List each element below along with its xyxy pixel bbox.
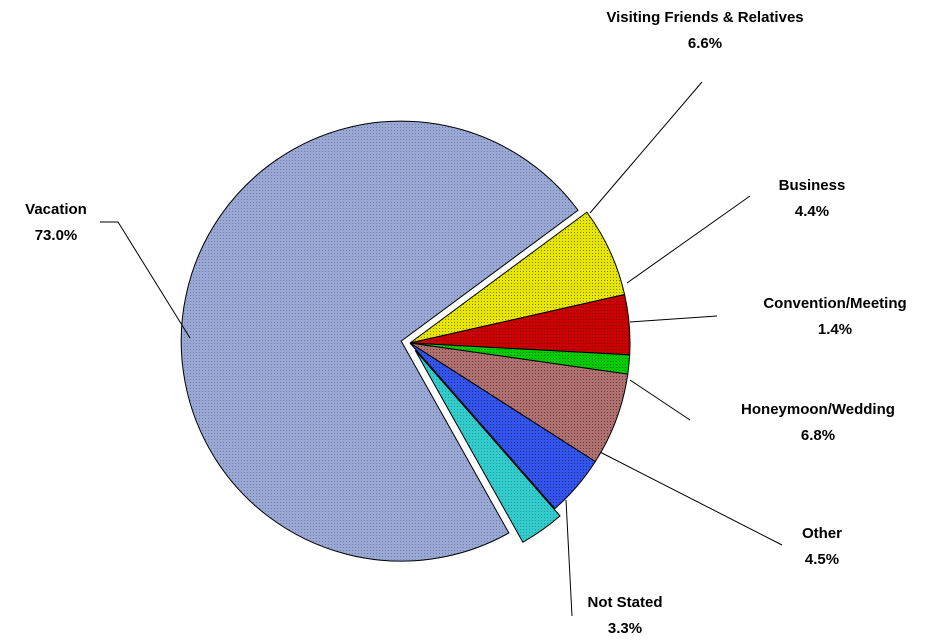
leader-line-visiting-friends-relatives bbox=[590, 82, 702, 213]
slice-value-business: 4.4% bbox=[795, 203, 829, 220]
slice-value-visiting-friends-relatives: 6.6% bbox=[688, 35, 722, 52]
slice-value-not-stated: 3.3% bbox=[608, 620, 642, 637]
slice-label-business: Business bbox=[779, 177, 846, 194]
slice-label-vacation: Vacation bbox=[25, 201, 87, 218]
leader-line-convention-meeting bbox=[630, 316, 717, 322]
slice-label-other: Other bbox=[802, 525, 842, 542]
slice-value-convention-meeting: 1.4% bbox=[818, 321, 852, 338]
slice-label-convention-meeting: Convention/Meeting bbox=[763, 295, 906, 312]
slice-label-honeymoon-wedding: Honeymoon/Wedding bbox=[741, 401, 895, 418]
leader-line-honeymoon-wedding bbox=[630, 380, 690, 420]
leader-line-other bbox=[600, 452, 782, 545]
pie-slices bbox=[181, 121, 630, 561]
leader-line-vacation bbox=[100, 222, 190, 338]
leader-line-business bbox=[627, 196, 750, 283]
slice-value-other: 4.5% bbox=[805, 551, 839, 568]
slice-value-honeymoon-wedding: 6.8% bbox=[801, 427, 835, 444]
slice-label-visiting-friends-relatives: Visiting Friends & Relatives bbox=[606, 9, 803, 26]
slice-value-vacation: 73.0% bbox=[35, 227, 78, 244]
slice-label-not-stated: Not Stated bbox=[588, 594, 663, 611]
leader-line-not-stated bbox=[566, 500, 572, 616]
